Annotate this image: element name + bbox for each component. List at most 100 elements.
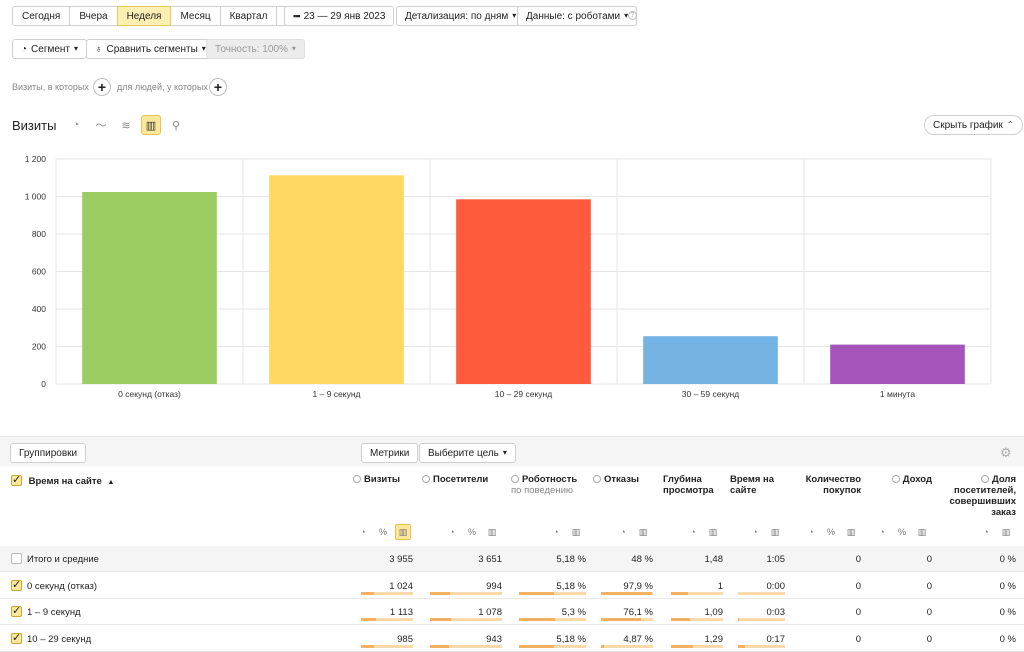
bar-icon[interactable]: ▥ (846, 526, 856, 537)
info-icon[interactable] (353, 475, 361, 483)
bar-icon[interactable]: ▥ (708, 526, 718, 537)
table-row[interactable]: 10 – 29 секунд 985 943 5,18 % 4,87 % 1,29 0:17… (0, 626, 1024, 652)
pie-icon[interactable]: ◔ (983, 527, 989, 537)
line-chart-icon[interactable]: 〜 (95, 120, 107, 132)
column-header[interactable]: Доля посетителей, совершивших заказ (936, 474, 1016, 554)
x-tick-label: 10 – 29 секунд (495, 389, 552, 399)
pie-icon[interactable]: ◔ (360, 527, 366, 537)
table-cell: 1 024 (389, 580, 413, 592)
bar-icon[interactable]: ▥ (917, 526, 927, 537)
share-bar (430, 644, 502, 648)
info-icon[interactable] (422, 475, 430, 483)
y-tick-label: 1 200 (25, 154, 47, 164)
pie-icon[interactable]: ◔ (553, 527, 559, 537)
bar[interactable] (269, 175, 404, 384)
compare-segments-button[interactable]: ♁ Сравнить сегменты ▾ (86, 39, 215, 59)
bar-icon[interactable]: ▥ (395, 524, 411, 540)
table-cell: 0 % (999, 607, 1016, 618)
column-header-label: Роботность (522, 474, 578, 485)
total-row[interactable]: Итого и средние 3 955 3 651 5,18 % 48 % 1,48 1… (0, 546, 1024, 572)
pie-icon[interactable]: ◔ (752, 527, 758, 537)
period-today[interactable]: Сегодня (12, 6, 71, 26)
percent-icon[interactable]: % (467, 527, 476, 537)
bar[interactable] (643, 336, 778, 384)
gear-icon[interactable]: ⚙ (1000, 445, 1012, 460)
hide-chart-button[interactable]: Скрыть график ⌃ (924, 115, 1023, 135)
table-cell: 0 % (999, 580, 1016, 592)
pie-icon[interactable]: ◔ (620, 527, 626, 537)
map-icon[interactable]: ⚲ (171, 119, 181, 132)
period-yesterday[interactable]: Вчера (69, 6, 118, 26)
table-cell: 985 (397, 633, 413, 645)
row-checkbox[interactable] (11, 604, 22, 617)
bar-icon[interactable]: ▥ (571, 526, 581, 537)
bar-chart-icon[interactable]: ▥ (141, 115, 161, 135)
column-view-switcher: ◔% ▥ (874, 524, 930, 540)
column-header[interactable]: Роботность по поведению (511, 474, 586, 554)
stacked-chart-icon[interactable]: ≋ (121, 119, 131, 132)
row-checkbox[interactable] (11, 578, 22, 591)
bar[interactable] (830, 344, 965, 384)
bar[interactable] (82, 192, 217, 384)
bar-icon[interactable]: ▥ (1001, 526, 1011, 537)
metrics-button[interactable]: Метрики (361, 443, 419, 463)
dimension-header[interactable]: Время на сайте ▲ (11, 473, 114, 553)
info-icon[interactable] (980, 475, 989, 483)
accuracy-dropdown[interactable]: Точность: 100% ▾ (206, 39, 305, 59)
pie-icon[interactable]: ◔ (690, 527, 696, 537)
bar-icon[interactable]: ▥ (487, 526, 497, 537)
column-header[interactable]: Время на сайте (730, 474, 785, 554)
row-checkbox[interactable] (11, 631, 22, 644)
bar[interactable] (456, 199, 591, 384)
column-header-label: Визиты (364, 474, 401, 485)
chevron-down-icon: ▾ (502, 448, 507, 457)
column-header[interactable]: Глубина просмотра (663, 474, 723, 554)
table-row[interactable]: 1 – 9 секунд 1 113 1 078 5,3 % 76,1 % 1,09 0:0… (0, 599, 1024, 625)
percent-icon[interactable]: % (378, 527, 387, 537)
column-header[interactable]: Доход (872, 474, 932, 554)
help-icon[interactable]: ? (628, 11, 637, 20)
info-icon[interactable] (511, 475, 519, 483)
table-row[interactable]: 0 секунд (отказ) 1 024 994 5,18 % 97,9 % 1 0:0… (0, 573, 1024, 599)
pie-icon[interactable]: ◔ (808, 527, 814, 537)
period-quarter[interactable]: Квартал (219, 6, 278, 26)
row-label: 10 – 29 секунд (27, 633, 92, 645)
segment-label: Сегмент (31, 43, 71, 55)
detail-dropdown[interactable]: Детализация: по дням ▾ (396, 6, 526, 26)
bar-icon[interactable]: ▥ (638, 526, 648, 537)
bar-icon[interactable]: ▥ (770, 526, 780, 537)
table-cell: 5,18 % (556, 633, 586, 645)
pie-icon[interactable]: ◔ (449, 527, 455, 537)
visits-filter-label: Визиты, в которых (12, 82, 89, 92)
pie-icon[interactable]: ◔ (879, 527, 885, 537)
table-cell: 5,18 % (556, 554, 586, 565)
pie-chart-icon[interactable]: ◔ (72, 119, 80, 131)
period-week[interactable]: Неделя (116, 6, 172, 26)
column-header[interactable]: Количество покупок (791, 474, 861, 554)
column-header[interactable]: Отказы (593, 474, 653, 554)
period-month[interactable]: Месяц (170, 6, 221, 26)
column-header-label: Посетители (433, 474, 489, 485)
row-label: Итого и средние (27, 554, 99, 565)
segment-button[interactable]: ◔ Сегмент ▾ (12, 39, 88, 59)
groupings-button[interactable]: Группировки (10, 443, 87, 463)
share-bar (671, 618, 723, 621)
column-header[interactable]: Посетители (422, 474, 502, 554)
date-range-button[interactable]: ▪▪▪ 23 — 29 янв 2023 (284, 6, 395, 26)
table-cell: 0 (926, 554, 932, 565)
goal-dropdown[interactable]: Выберите цель ▾ (419, 443, 516, 463)
header-checkbox[interactable] (11, 473, 22, 486)
sort-asc-icon: ▲ (107, 479, 115, 486)
percent-icon[interactable]: % (897, 527, 906, 537)
data-dropdown[interactable]: Данные: с роботами ▾ (517, 6, 638, 26)
info-icon[interactable] (891, 475, 900, 483)
info-icon[interactable] (593, 475, 601, 483)
table-cell: 1 113 (389, 607, 413, 618)
row-checkbox[interactable] (11, 553, 22, 564)
add-people-filter-button[interactable]: + (209, 78, 227, 96)
column-header[interactable]: Визиты (353, 474, 413, 554)
percent-icon[interactable]: % (826, 527, 835, 537)
table-cell: 0 % (999, 633, 1016, 645)
add-visit-filter-button[interactable]: + (93, 78, 111, 96)
table-cell: 1 (717, 580, 723, 592)
